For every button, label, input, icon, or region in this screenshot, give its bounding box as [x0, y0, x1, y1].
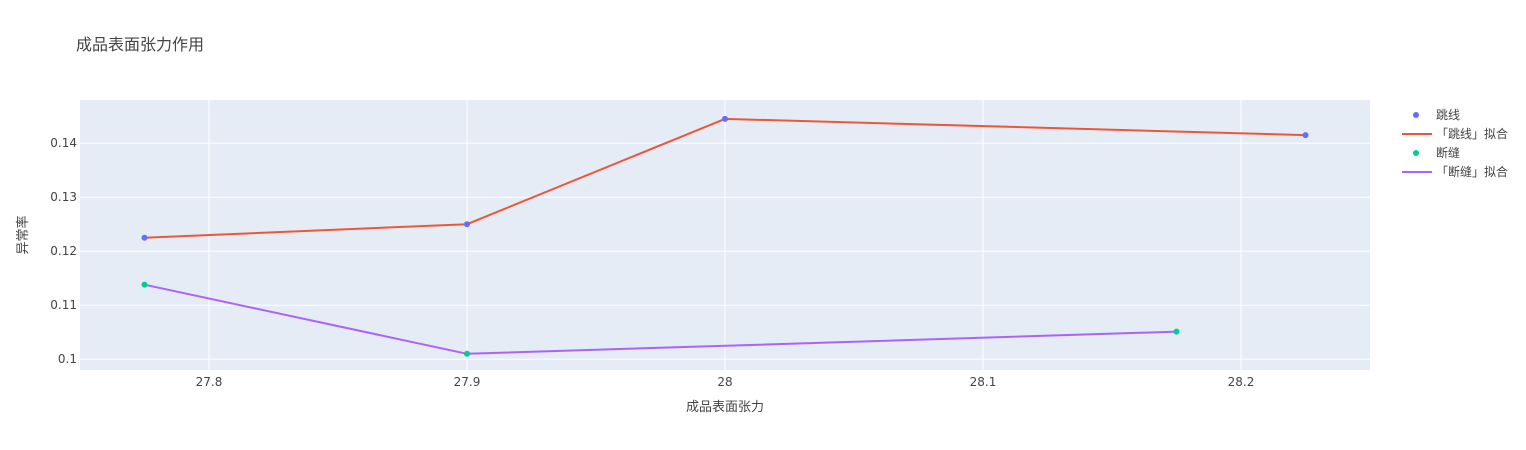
legend-label: 「断缝」拟合	[1436, 164, 1508, 179]
y-tick-label: 0.13	[50, 190, 77, 204]
chart-title: 成品表面张力作用	[76, 35, 204, 54]
legend-marker-icon	[1413, 112, 1419, 118]
series-layer	[141, 115, 1309, 357]
y-axis-title: 异常率	[15, 215, 31, 254]
legend-label: 跳线	[1436, 108, 1460, 122]
y-axis: 0.1 0.11 0.12 0.13 0.14	[50, 136, 77, 366]
series-line	[144, 117, 1306, 239]
x-tick-label: 28.2	[1228, 375, 1255, 389]
series-point[interactable]	[141, 234, 148, 241]
x-tick-label: 27.9	[454, 375, 481, 389]
series-point[interactable]	[1302, 132, 1309, 139]
x-tick-label: 28.1	[970, 375, 997, 389]
x-tick-label: 27.8	[196, 375, 223, 389]
legend-marker-icon	[1413, 150, 1419, 156]
y-tick-label: 0.1	[58, 352, 77, 366]
grid-lines	[80, 100, 1370, 370]
y-tick-label: 0.14	[50, 136, 77, 150]
series-point[interactable]	[464, 350, 470, 357]
x-axis-title: 成品表面张力	[686, 400, 764, 415]
series-point[interactable]	[722, 115, 728, 122]
legend-label: 「跳线」拟合	[1436, 126, 1508, 141]
series-point[interactable]	[141, 281, 148, 288]
legend-item[interactable]: 「断缝」拟合	[1402, 164, 1508, 179]
x-axis: 27.8 27.9 28 28.1 28.2	[196, 375, 1255, 389]
legend-item[interactable]: 「跳线」拟合	[1402, 126, 1508, 141]
series-point[interactable]	[464, 221, 470, 228]
series-point[interactable]	[1173, 328, 1180, 335]
legend-item[interactable]: 断缝	[1413, 145, 1460, 160]
y-tick-label: 0.11	[50, 298, 77, 312]
y-tick-label: 0.12	[50, 244, 77, 258]
x-tick-label: 28	[717, 375, 732, 389]
legend-label: 断缝	[1436, 145, 1460, 160]
legend-item[interactable]: 跳线	[1413, 108, 1460, 122]
